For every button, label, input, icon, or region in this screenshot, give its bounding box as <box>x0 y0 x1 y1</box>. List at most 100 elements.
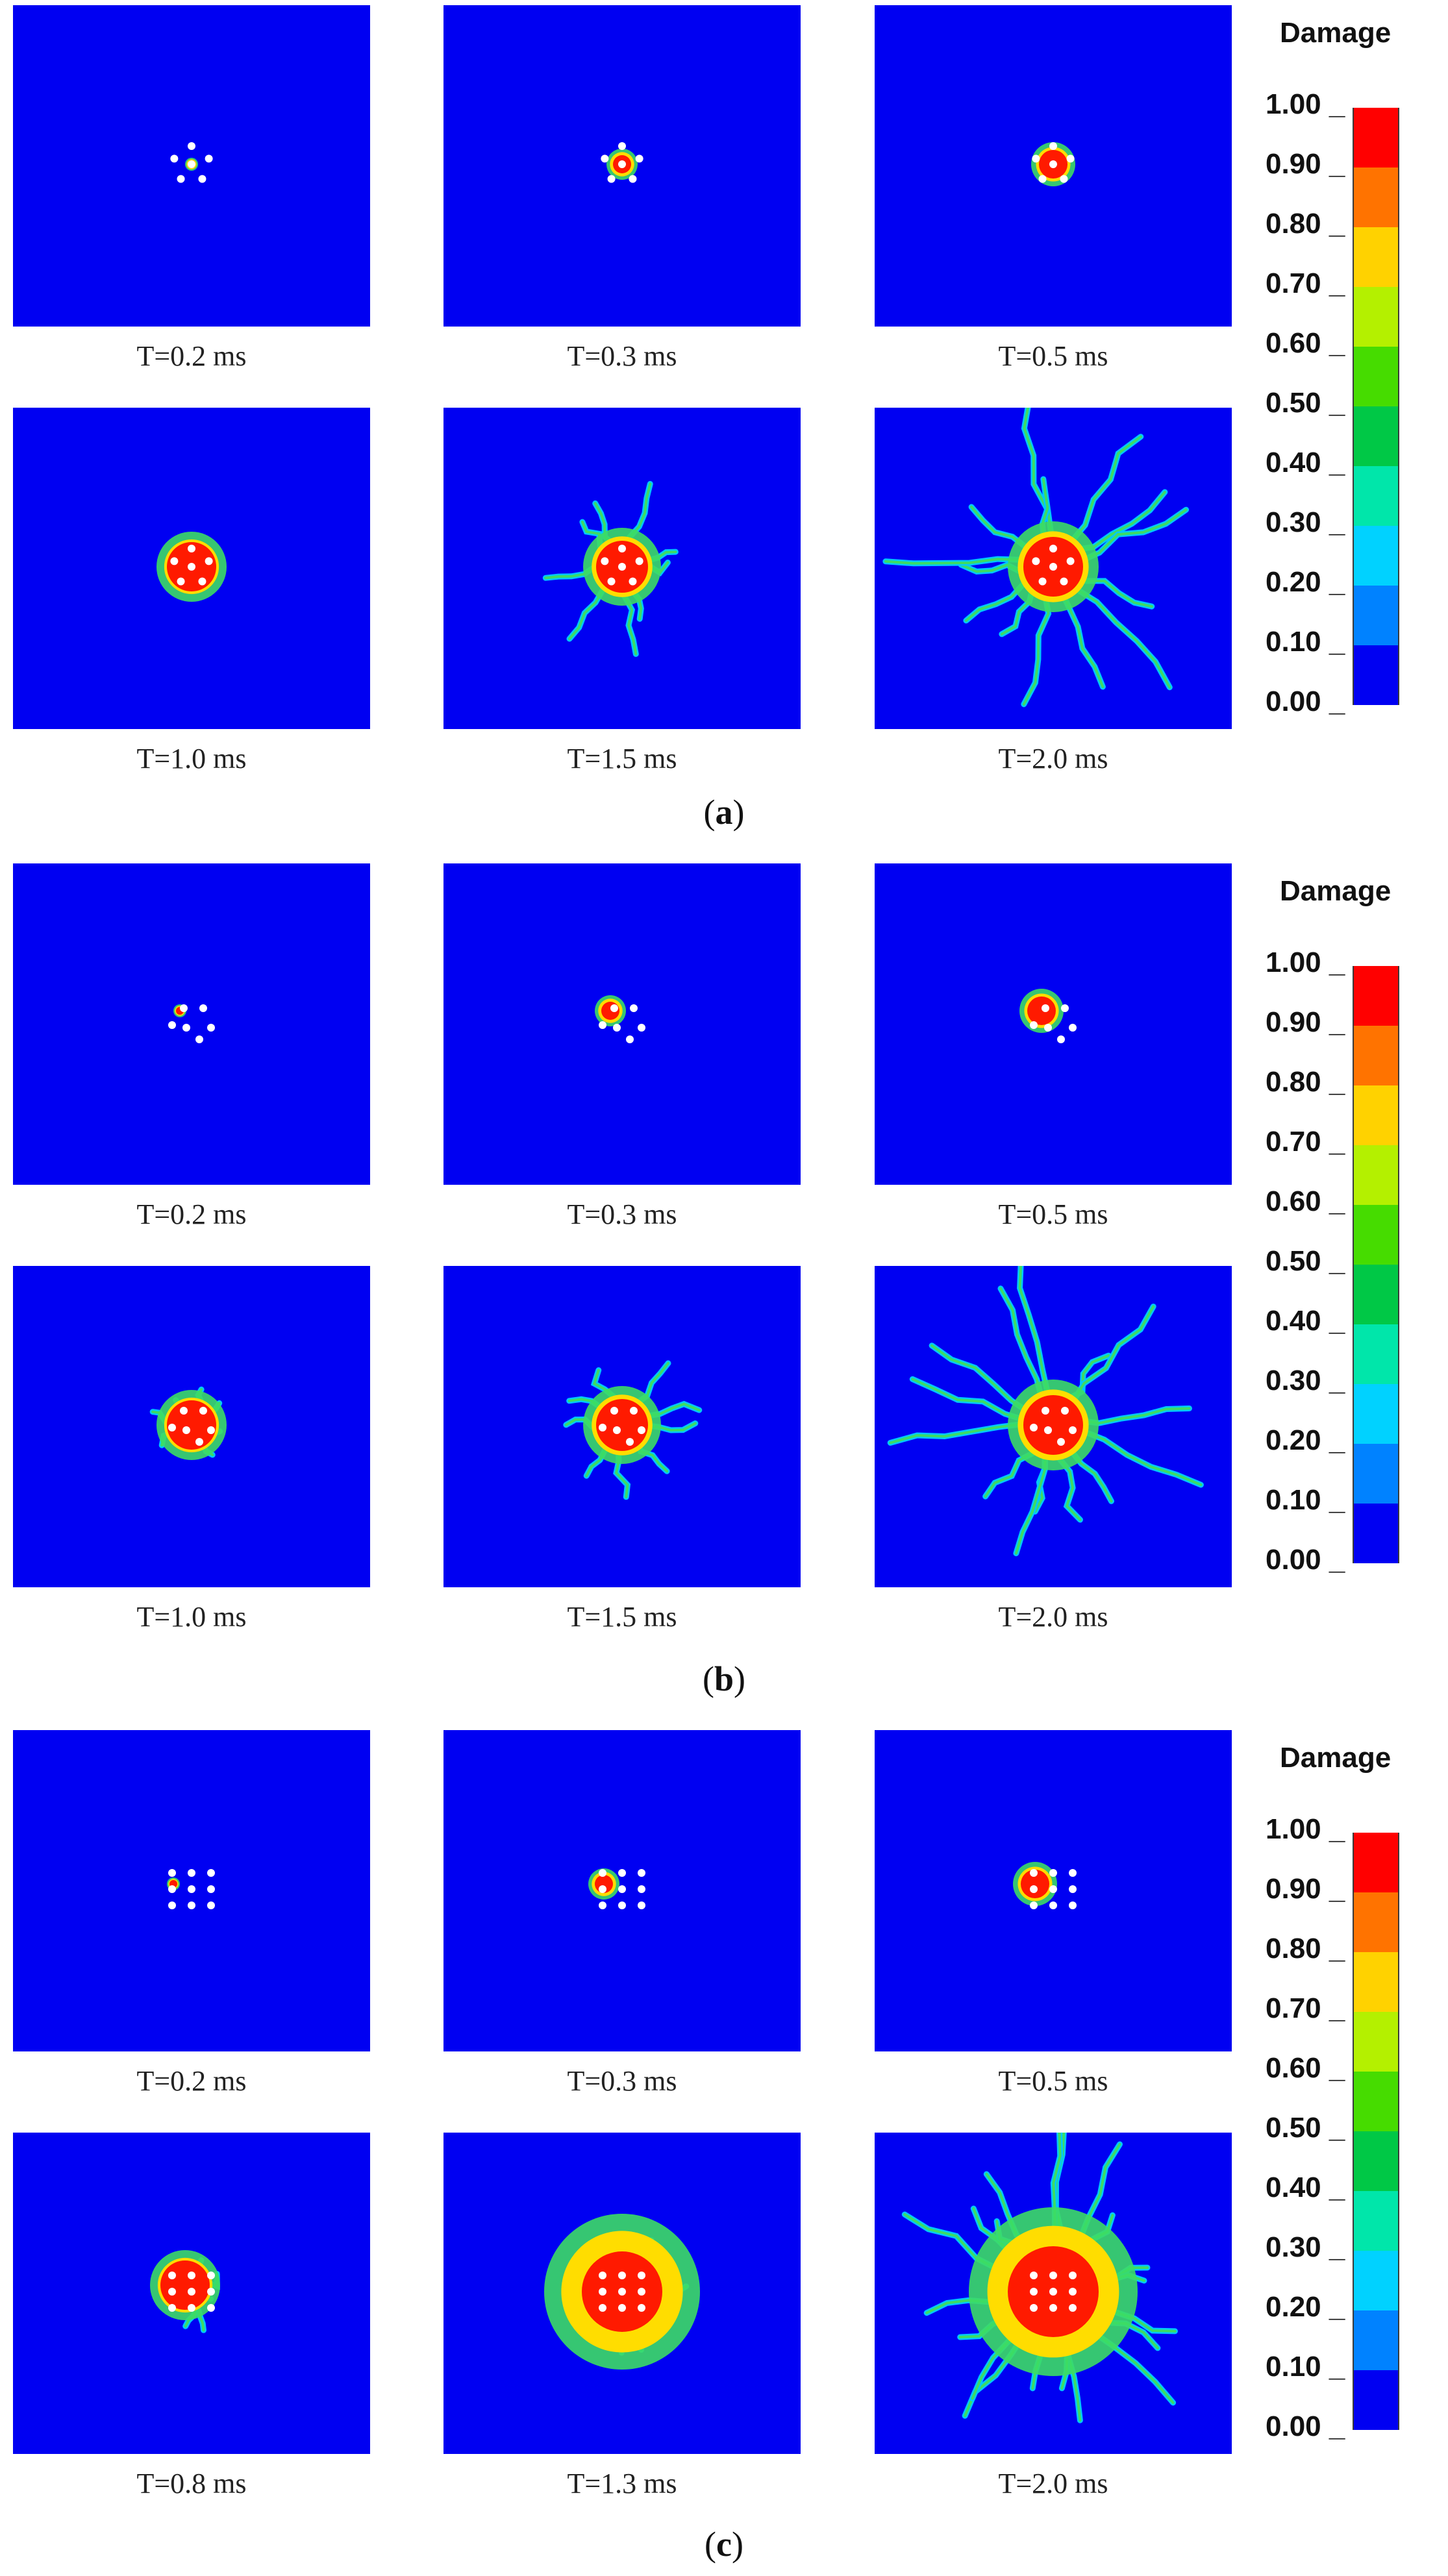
borehole <box>1030 2304 1038 2312</box>
borehole <box>618 563 626 571</box>
borehole <box>599 2288 606 2296</box>
borehole <box>170 557 179 565</box>
legend-color-segment <box>1354 466 1398 526</box>
time-label: T=1.3 ms <box>567 2468 677 2499</box>
borehole <box>180 1407 188 1415</box>
legend-tick-label: 0.90 _ <box>1266 148 1345 180</box>
time-label: T=0.5 ms <box>998 340 1108 372</box>
borehole <box>630 1004 638 1012</box>
legend-tick-label: 0.70 _ <box>1266 1992 1345 2024</box>
legend-tick-label: 0.40 _ <box>1266 2172 1345 2203</box>
legend-color-bar <box>1353 966 1399 1563</box>
legend-color-segment <box>1354 645 1398 705</box>
borehole <box>1069 2272 1077 2279</box>
borehole <box>599 1424 606 1431</box>
borehole <box>188 1869 195 1877</box>
legend-tick-label: 0.40 _ <box>1266 1305 1345 1337</box>
borehole <box>630 1407 638 1415</box>
borehole <box>168 1021 176 1029</box>
borehole <box>199 1004 207 1012</box>
legend-tick-label: 0.10 _ <box>1266 1484 1345 1516</box>
legend-color-segment <box>1354 2072 1398 2131</box>
legend-color-segment <box>1354 1085 1398 1145</box>
panel-c-4 <box>13 2133 370 2454</box>
borehole <box>618 2288 626 2296</box>
panel-c-5 <box>443 2133 801 2454</box>
borehole <box>1032 557 1040 565</box>
legend-color-segment <box>1354 227 1398 287</box>
borehole <box>599 1901 606 1909</box>
borehole <box>1069 1869 1077 1877</box>
borehole <box>168 1869 176 1877</box>
legend-color-segment <box>1354 1324 1398 1384</box>
borehole <box>168 1901 176 1909</box>
legend-tick-label: 0.00 _ <box>1266 686 1345 717</box>
borehole <box>1069 1885 1077 1893</box>
time-label: T=1.5 ms <box>567 743 677 774</box>
borehole <box>188 545 195 552</box>
borehole <box>1069 1426 1077 1434</box>
borehole <box>601 155 609 163</box>
borehole <box>188 1901 195 1909</box>
legend-color-segment <box>1354 108 1398 167</box>
borehole <box>1049 1901 1057 1909</box>
legend-tick-label: 0.30 _ <box>1266 1365 1345 1396</box>
borehole <box>188 2288 195 2296</box>
panel-c-2 <box>443 1730 801 2051</box>
borehole <box>1060 577 1068 586</box>
legend-color-bar <box>1353 1833 1399 2430</box>
borehole <box>1049 1885 1057 1893</box>
time-label: T=2.0 ms <box>998 743 1108 774</box>
borehole <box>180 1004 188 1012</box>
borehole <box>207 1885 215 1893</box>
panel-c-6 <box>875 2133 1232 2454</box>
borehole <box>1030 1885 1038 1893</box>
time-label: T=0.8 ms <box>136 2468 247 2499</box>
legend-color-segment <box>1354 526 1398 586</box>
panel-b-4 <box>13 1266 370 1587</box>
panel-c-1 <box>13 1730 370 2051</box>
borehole <box>1049 2304 1057 2312</box>
borehole <box>618 2272 626 2279</box>
panel-a-4 <box>13 408 370 729</box>
borehole <box>601 557 609 565</box>
time-label: T=0.3 ms <box>567 340 677 372</box>
legend-color-segment <box>1354 1504 1398 1563</box>
legend-color-segment <box>1354 2012 1398 2072</box>
borehole <box>638 2272 645 2279</box>
borehole <box>610 1407 618 1415</box>
borehole <box>198 175 206 183</box>
borehole <box>599 1869 606 1877</box>
borehole <box>207 2288 215 2296</box>
legend-title: Damage <box>1280 875 1392 907</box>
panel-a-3 <box>875 5 1232 327</box>
borehole <box>1049 2288 1057 2296</box>
borehole <box>1032 155 1040 163</box>
borehole <box>168 2304 176 2312</box>
borehole <box>1049 563 1057 571</box>
legend-title: Damage <box>1280 17 1392 49</box>
time-label: T=0.3 ms <box>567 1198 677 1230</box>
time-label: T=1.0 ms <box>136 1601 247 1633</box>
legend-color-segment <box>1354 347 1398 406</box>
borehole <box>1038 175 1047 183</box>
borehole <box>177 175 185 183</box>
time-label: T=0.2 ms <box>136 2065 247 2097</box>
borehole <box>188 563 195 571</box>
borehole <box>199 1407 207 1415</box>
borehole <box>618 1885 626 1893</box>
legend-color-segment <box>1354 1205 1398 1265</box>
legend-tick-label: 0.80 _ <box>1266 1066 1345 1098</box>
borehole <box>635 155 643 163</box>
legend-color-segment <box>1354 2370 1398 2430</box>
borehole <box>205 557 213 565</box>
borehole <box>618 1901 626 1909</box>
legend-color-segment <box>1354 1833 1398 1892</box>
legend-tick-label: 0.50 _ <box>1266 2112 1345 2144</box>
borehole <box>1069 2288 1077 2296</box>
borehole <box>188 1885 195 1893</box>
borehole <box>207 2304 215 2312</box>
borehole <box>1057 1438 1065 1446</box>
panel-b-2 <box>443 863 801 1185</box>
borehole <box>182 1426 190 1434</box>
